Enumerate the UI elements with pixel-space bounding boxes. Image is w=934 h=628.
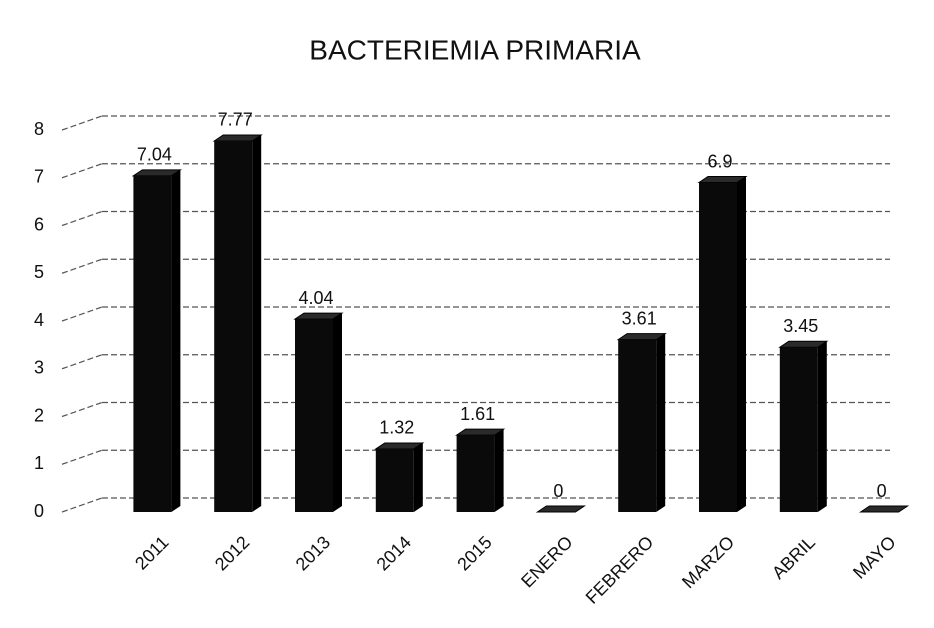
bar-side — [737, 176, 746, 512]
grid-line — [61, 401, 103, 418]
bar-top — [131, 169, 183, 177]
grid-line — [61, 449, 103, 465]
grid-line — [61, 258, 103, 274]
bar-side — [413, 442, 423, 512]
bar-top — [454, 428, 506, 436]
bar — [133, 175, 172, 512]
bar — [699, 182, 737, 512]
bar-side — [494, 429, 504, 512]
bar — [618, 339, 657, 512]
value-label: 3.45 — [783, 316, 818, 336]
x-tick-label: FEBRERO — [582, 532, 658, 608]
value-label: 1.32 — [379, 418, 414, 438]
grid-line — [61, 210, 103, 227]
bar-side — [656, 333, 666, 512]
grid-line — [61, 354, 103, 370]
grid-line — [61, 497, 103, 513]
value-label: 0 — [553, 481, 563, 501]
x-tick-label: ABRIL — [768, 532, 819, 583]
bar-top — [697, 176, 748, 184]
value-label: 6.9 — [707, 151, 732, 171]
y-tick-label: 0 — [34, 501, 44, 521]
y-tick-label: 2 — [34, 405, 44, 425]
grid-line — [61, 306, 103, 322]
y-tick-label: 7 — [34, 167, 44, 187]
grid-line — [61, 115, 103, 131]
bar-top — [212, 134, 263, 142]
y-tick-label: 4 — [34, 310, 44, 330]
grid-line — [61, 163, 103, 179]
y-tick-label: 1 — [34, 453, 44, 473]
bar-top — [535, 505, 587, 513]
value-label: 7.04 — [137, 145, 172, 165]
value-label: 3.61 — [622, 308, 657, 328]
y-tick-label: 3 — [34, 358, 44, 378]
y-tick-label: 6 — [34, 214, 44, 234]
bar — [214, 140, 253, 513]
y-tick-label: 5 — [34, 262, 44, 282]
value-label: 7.77 — [218, 110, 253, 130]
value-label: 1.61 — [460, 404, 495, 424]
bar — [779, 347, 818, 512]
bar-top — [778, 340, 829, 348]
x-tick-label: 2013 — [292, 532, 334, 574]
x-tick-label: ENERO — [517, 532, 576, 591]
bar — [295, 319, 333, 512]
x-tick-label: 2015 — [453, 532, 495, 574]
x-tick-label: 2014 — [373, 532, 415, 574]
x-tick-label: MAYO — [849, 532, 900, 583]
bar-side — [333, 313, 342, 512]
bar-side — [252, 134, 262, 513]
value-label: 4.04 — [298, 288, 333, 308]
chart-title: BACTERIEMIA PRIMARIA — [309, 34, 641, 65]
x-tick-label: MARZO — [678, 532, 738, 592]
bar — [456, 435, 495, 512]
value-label: 0 — [877, 481, 887, 501]
y-tick-label: 8 — [34, 119, 44, 139]
bar-top — [616, 333, 667, 341]
bar-top — [293, 312, 344, 320]
bar-top — [374, 442, 425, 450]
bar-side — [817, 341, 827, 512]
bar-side — [171, 169, 181, 512]
x-tick-label: 2012 — [211, 532, 253, 574]
bar — [375, 448, 414, 512]
x-tick-label: 2011 — [131, 532, 173, 574]
bar-top — [858, 505, 910, 513]
